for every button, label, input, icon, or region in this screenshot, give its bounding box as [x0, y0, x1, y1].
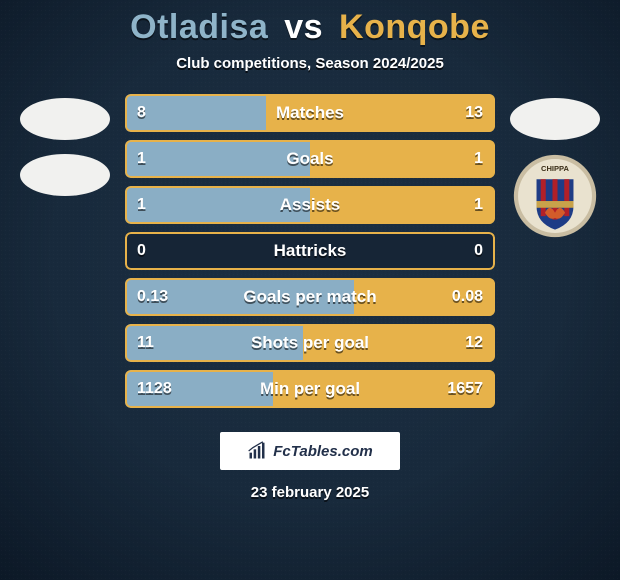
player1-club-placeholder: [20, 154, 110, 196]
subtitle: Club competitions, Season 2024/2025: [176, 55, 444, 72]
title-player2: Konqobe: [339, 8, 490, 46]
stat-value-left: 0.13: [137, 288, 168, 306]
player2-avatar: [510, 98, 600, 140]
stat-value-right: 1657: [447, 380, 483, 398]
title-vs: vs: [284, 8, 323, 46]
stat-row: Goals11: [125, 140, 495, 178]
stat-value-right: 12: [465, 334, 483, 352]
stat-value-right: 13: [465, 104, 483, 122]
stat-value-right: 0.08: [452, 288, 483, 306]
stat-fill-right: [266, 94, 495, 132]
footer-date: 23 february 2025: [251, 484, 369, 501]
stat-row: Matches813: [125, 94, 495, 132]
stat-label: Hattricks: [125, 241, 495, 261]
stat-value-right: 1: [474, 150, 483, 168]
stat-value-left: 11: [137, 334, 154, 352]
stat-value-left: 8: [137, 104, 146, 122]
stat-row: Min per goal11281657: [125, 370, 495, 408]
club-crest-icon: CHIPPA: [513, 154, 597, 238]
chart-icon: [247, 441, 267, 461]
brand-logo: FcTables.com: [220, 432, 400, 470]
stat-value-right: 0: [474, 242, 483, 260]
title-player1: Otladisa: [130, 8, 268, 46]
stat-row: Hattricks0 0: [125, 232, 495, 270]
stat-value-left: 0: [137, 242, 146, 260]
stat-value-left: 1128: [137, 380, 172, 398]
player1-avatar: [20, 98, 110, 140]
stat-value-right: 1: [474, 196, 483, 214]
stat-fill-right: [310, 140, 495, 178]
stat-row: Shots per goal1112: [125, 324, 495, 362]
player2-club-logo: CHIPPA: [513, 154, 597, 238]
stat-border: [125, 232, 495, 270]
stat-row: Assists11: [125, 186, 495, 224]
stat-fill-left: [125, 140, 310, 178]
main-row: Matches813Goals11Assists11Hattricks00Goa…: [0, 94, 620, 408]
stats-column: Matches813Goals11Assists11Hattricks00Goa…: [125, 94, 495, 408]
stat-fill-right: [310, 186, 495, 224]
svg-text:CHIPPA: CHIPPA: [541, 164, 570, 173]
stat-row: Goals per match0.130.08: [125, 278, 495, 316]
stat-fill-left: [125, 94, 266, 132]
stat-value-left: 1: [137, 150, 146, 168]
brand-text: FcTables.com: [273, 443, 372, 460]
right-side: CHIPPA: [505, 94, 605, 238]
stat-value-left: 1: [137, 196, 146, 214]
stat-fill-left: [125, 186, 310, 224]
left-side: [15, 94, 115, 196]
page-title: Otladisa vs Konqobe: [130, 8, 490, 47]
content-root: Otladisa vs Konqobe Club competitions, S…: [0, 0, 620, 580]
